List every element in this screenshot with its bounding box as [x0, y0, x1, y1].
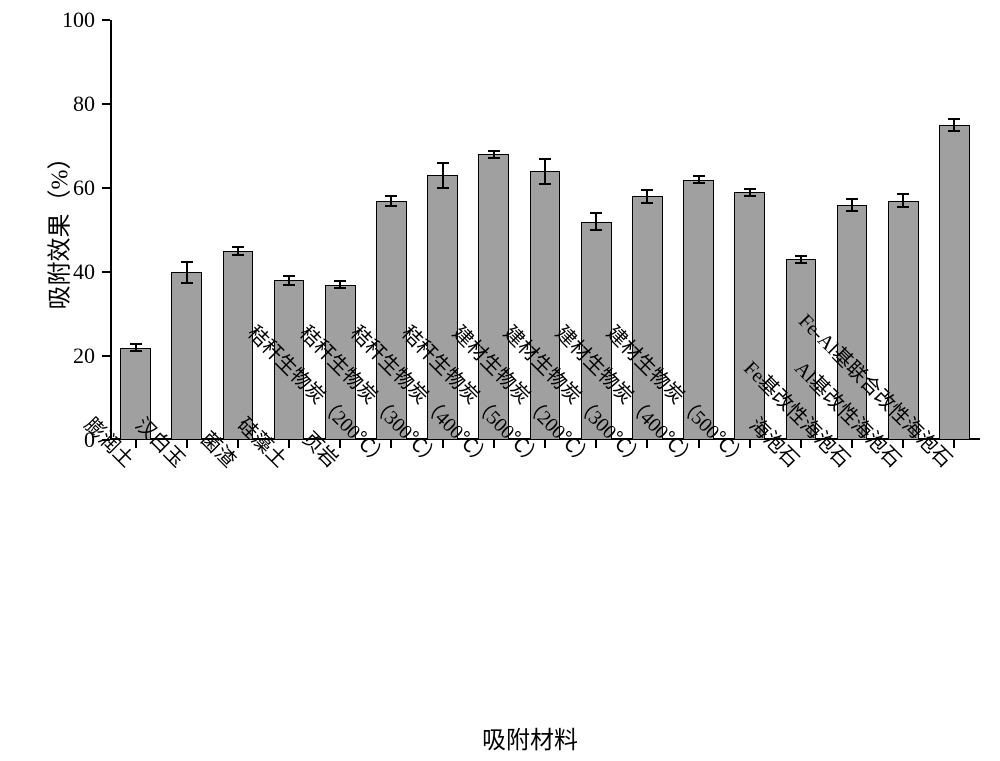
error-cap [283, 284, 295, 286]
error-cap [130, 343, 142, 345]
error-cap [334, 287, 346, 289]
error-cap [948, 130, 960, 132]
y-tick [102, 103, 110, 105]
error-cap [590, 229, 602, 231]
bar [734, 192, 765, 440]
x-axis-title: 吸附材料 [430, 720, 630, 755]
error-cap [334, 280, 346, 282]
error-cap [846, 198, 858, 200]
y-tick [102, 19, 110, 21]
error-cap [283, 275, 295, 277]
error-cap [590, 212, 602, 214]
error-cap [641, 202, 653, 204]
error-cap [130, 350, 142, 352]
error-cap [488, 150, 500, 152]
error-cap [641, 189, 653, 191]
y-tick-label: 40 [40, 259, 95, 285]
error-cap [181, 282, 193, 284]
error-cap [846, 210, 858, 212]
y-tick-label: 80 [40, 91, 95, 117]
y-tick [102, 355, 110, 357]
error-bar [595, 213, 597, 230]
y-axis-line [110, 20, 112, 440]
error-cap [897, 206, 909, 208]
error-cap [897, 193, 909, 195]
y-tick-label: 20 [40, 343, 95, 369]
error-cap [948, 118, 960, 120]
error-cap [744, 188, 756, 190]
error-cap [385, 205, 397, 207]
y-tick-label: 100 [40, 7, 95, 33]
error-cap [488, 157, 500, 159]
error-cap [539, 183, 551, 185]
error-cap [744, 195, 756, 197]
error-cap [795, 255, 807, 257]
bar [939, 125, 970, 440]
error-cap [539, 158, 551, 160]
error-bar [442, 163, 444, 188]
error-bar [186, 262, 188, 283]
y-tick-label: 60 [40, 175, 95, 201]
bar [171, 272, 202, 440]
error-cap [693, 175, 705, 177]
y-tick [102, 271, 110, 273]
error-cap [232, 246, 244, 248]
error-cap [437, 162, 449, 164]
error-bar [544, 159, 546, 184]
error-cap [795, 262, 807, 264]
error-cap [181, 261, 193, 263]
error-cap [437, 187, 449, 189]
y-tick [102, 187, 110, 189]
error-cap [693, 182, 705, 184]
error-cap [232, 254, 244, 256]
error-cap [385, 195, 397, 197]
